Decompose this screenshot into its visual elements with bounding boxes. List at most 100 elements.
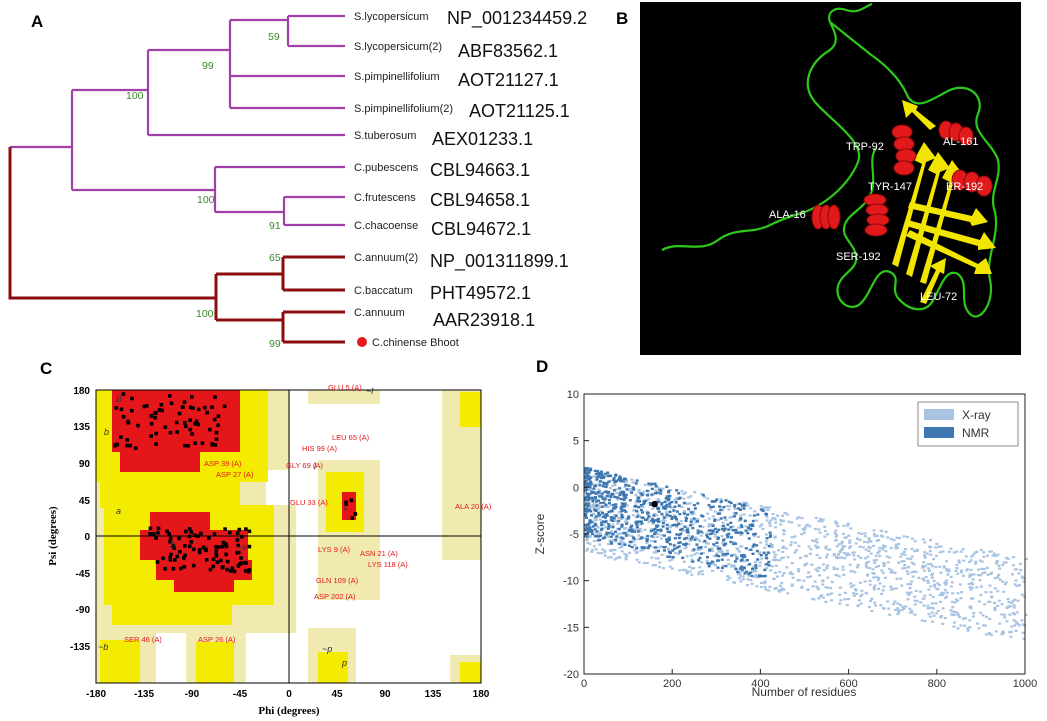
residue-point	[213, 443, 218, 447]
nmr-point	[607, 525, 611, 528]
xray-point	[908, 607, 912, 610]
xray-point	[897, 609, 901, 612]
residue-point	[208, 427, 212, 432]
xray-point	[847, 553, 851, 556]
xray-point	[939, 600, 943, 603]
residue-label: TYR-147	[868, 181, 912, 193]
xray-point	[921, 577, 925, 580]
xray-point	[909, 557, 913, 561]
nmr-point	[748, 523, 752, 527]
xray-point	[690, 567, 694, 570]
xray-point	[969, 559, 973, 562]
xray-point	[896, 602, 900, 605]
nmr-point	[625, 522, 629, 525]
xray-point	[685, 569, 689, 572]
xray-point	[910, 580, 914, 583]
nmr-point	[597, 490, 601, 494]
xray-point	[861, 546, 865, 549]
xray-point	[923, 551, 927, 554]
xray-point	[618, 536, 622, 539]
xray-point	[1005, 606, 1009, 610]
xray-point	[974, 560, 978, 563]
xray-point	[692, 567, 696, 570]
xray-point	[960, 591, 964, 594]
taxon-species: C.chacoense	[354, 220, 418, 232]
residue-label: AL-161	[943, 136, 978, 148]
xray-point	[879, 604, 883, 607]
nmr-point	[602, 481, 606, 485]
xray-point	[764, 533, 768, 536]
panel-letter-d: D	[536, 357, 549, 376]
xray-point	[1002, 561, 1006, 564]
xray-point	[759, 504, 763, 508]
xray-point	[634, 493, 638, 497]
xray-point	[652, 536, 656, 539]
xray-point	[657, 498, 660, 501]
nmr-point	[620, 523, 624, 526]
xray-point	[1008, 631, 1012, 634]
residue-point	[243, 569, 248, 573]
xray-point	[730, 515, 734, 519]
xray-point	[982, 568, 986, 571]
residue-point	[113, 443, 118, 447]
xray-point	[859, 602, 863, 605]
nmr-point	[769, 534, 773, 537]
xray-point	[878, 547, 882, 550]
nmr-point	[763, 568, 767, 572]
xray-point	[692, 510, 696, 513]
residue-point	[193, 441, 197, 445]
nmr-point	[598, 495, 602, 498]
xray-point	[843, 545, 847, 548]
nmr-point	[750, 523, 754, 526]
nmr-point	[755, 544, 759, 547]
xray-point	[795, 549, 798, 552]
nmr-point	[710, 529, 713, 532]
xray-point	[981, 624, 985, 627]
xray-point	[902, 535, 906, 538]
residue-point	[214, 554, 219, 558]
xray-point	[855, 592, 859, 596]
residue-point	[214, 437, 219, 441]
panel-letter-b: B	[616, 9, 629, 28]
xray-point	[711, 563, 715, 566]
residue-point	[213, 395, 217, 399]
xray-point	[716, 545, 720, 548]
nmr-point	[747, 572, 751, 576]
xray-point	[941, 550, 945, 553]
xray-point	[793, 551, 797, 554]
xray-point	[806, 588, 810, 591]
residue-point	[225, 559, 230, 564]
xray-point	[799, 556, 802, 560]
nmr-point	[739, 508, 742, 511]
xray-point	[725, 549, 729, 552]
nmr-point	[587, 492, 591, 496]
xray-point	[782, 533, 786, 536]
nmr-point	[639, 504, 643, 507]
xray-point	[932, 614, 936, 617]
xray-point	[706, 512, 710, 515]
nmr-point	[584, 477, 587, 480]
nmr-point	[594, 496, 597, 499]
xray-point	[737, 550, 741, 553]
nmr-point	[621, 492, 625, 496]
xray-point	[764, 540, 768, 543]
xray-point	[742, 578, 746, 581]
xray-point	[848, 563, 852, 566]
protein-structure-render: TRP-92 AL-161 TYR-147 ER-192 ALA-16 SER-…	[640, 2, 1021, 355]
region-letter: B	[116, 394, 122, 404]
xray-point	[979, 585, 983, 588]
nmr-point	[756, 558, 760, 561]
nmr-point	[744, 547, 748, 550]
nmr-point	[601, 485, 605, 488]
xray-point	[923, 564, 927, 567]
y-tick-label: 135	[73, 422, 90, 433]
xray-point	[741, 575, 745, 578]
nmr-point	[667, 491, 670, 494]
xray-point	[625, 479, 629, 482]
nmr-point	[609, 510, 613, 513]
nmr-point	[645, 539, 649, 542]
xray-point	[939, 571, 943, 574]
xray-point	[994, 630, 998, 633]
xray-point	[802, 579, 806, 582]
nmr-point	[630, 545, 634, 549]
